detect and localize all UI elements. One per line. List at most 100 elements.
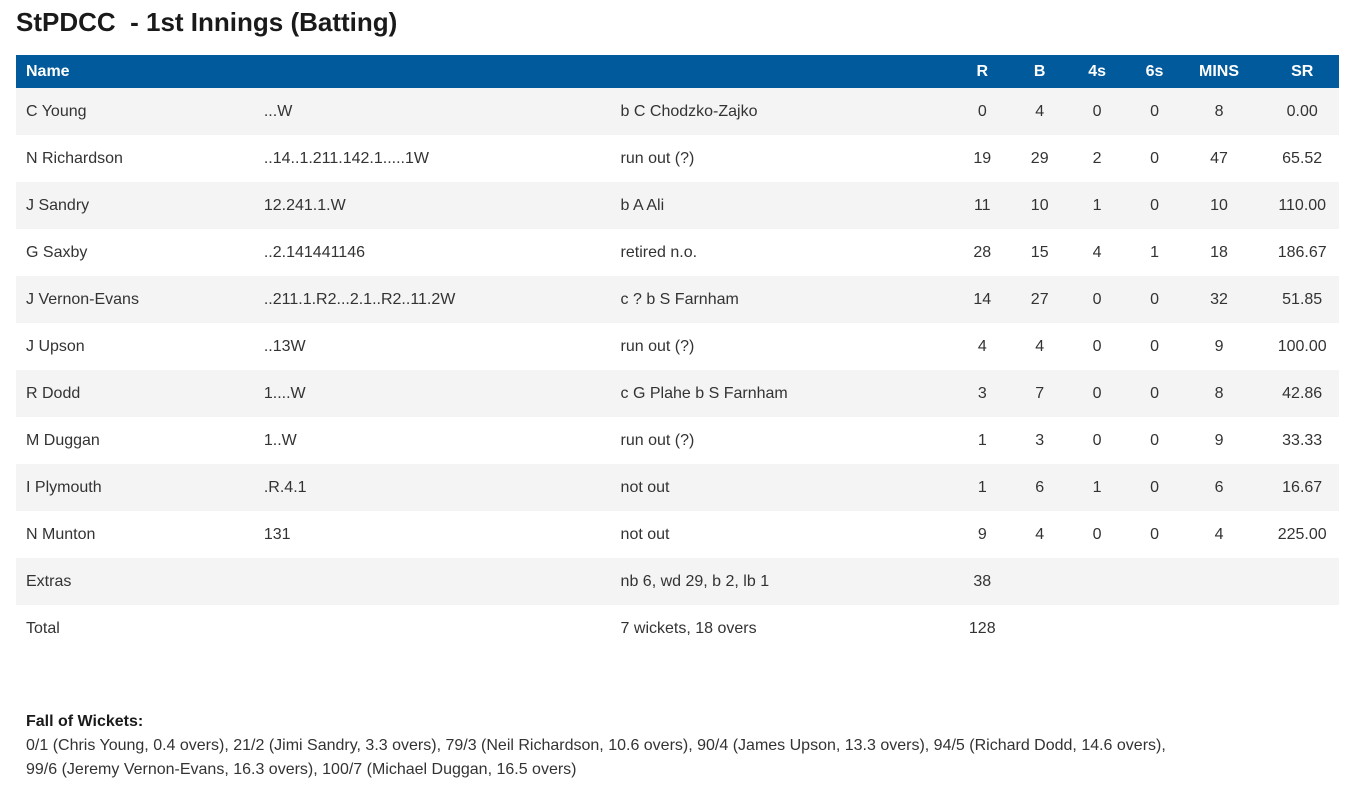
strike-rate-cell: 100.00: [1265, 323, 1339, 370]
runs-cell: 9: [942, 511, 1022, 558]
sixes-cell: 0: [1136, 511, 1173, 558]
dismissal-cell: c G Plahe b S Farnham: [620, 370, 943, 417]
balls-cell: 29: [1021, 135, 1058, 182]
table-row: J Sandry 12.241.1.W b A Ali 11 10 1 0 10 110.00: [16, 182, 1339, 229]
strike-rate-cell: 42.86: [1265, 370, 1339, 417]
batsman-name-cell: I Plymouth: [16, 464, 264, 511]
balls-cell: 4: [1021, 511, 1058, 558]
table-row: G Saxby ..2.141441146 retired n.o. 28 15 4 1 18…: [16, 229, 1339, 276]
balls-cell: 6: [1021, 464, 1058, 511]
extras-row: Extras nb 6, wd 29, b 2, lb 1 38: [16, 558, 1339, 605]
fours-cell: 4: [1057, 229, 1137, 276]
ball-by-ball-cell: 1..W: [263, 417, 621, 464]
dismissal-cell: b C Chodzko-Zajko: [620, 88, 943, 135]
dismissal-cell: c ? b S Farnham: [620, 276, 943, 323]
strike-rate-cell: 0.00: [1265, 88, 1339, 135]
dismissal-cell: not out: [620, 511, 943, 558]
table-body: C Young ...W b C Chodzko-Zajko 0 4 0 0 8 0.00 N R…: [16, 88, 1339, 558]
runs-cell: 19: [942, 135, 1022, 182]
dismissal-cell: b A Ali: [620, 182, 943, 229]
table-row: M Duggan 1..W run out (?) 1 3 0 0 9 33.33: [16, 417, 1339, 464]
batsman-name-cell: J Upson: [16, 323, 264, 370]
col-header-mins: MINS: [1172, 55, 1266, 88]
mins-cell: 47: [1172, 135, 1266, 182]
table-row: I Plymouth .R.4.1 not out 1 6 1 0 6 16.67: [16, 464, 1339, 511]
ball-by-ball-cell: 131: [263, 511, 621, 558]
batsman-name-cell: G Saxby: [16, 229, 264, 276]
runs-cell: 28: [942, 229, 1022, 276]
batsman-name-cell: N Munton: [16, 511, 264, 558]
mins-cell: 6: [1172, 464, 1266, 511]
sixes-cell: 0: [1136, 135, 1173, 182]
mins-cell: 8: [1172, 370, 1266, 417]
balls-cell: 3: [1021, 417, 1058, 464]
extras-empty: [263, 558, 621, 605]
sixes-cell: 0: [1136, 464, 1173, 511]
ball-by-ball-cell: 12.241.1.W: [263, 182, 621, 229]
sixes-cell: 0: [1136, 417, 1173, 464]
total-row: Total 7 wickets, 18 overs 128: [16, 605, 1339, 652]
total-empty: [263, 605, 621, 652]
fours-cell: 1: [1057, 182, 1137, 229]
extras-runs: 38: [942, 558, 1022, 605]
col-header-strike-rate: SR: [1265, 55, 1339, 88]
runs-cell: 0: [942, 88, 1022, 135]
extras-detail: nb 6, wd 29, b 2, lb 1: [620, 558, 943, 605]
strike-rate-cell: 225.00: [1265, 511, 1339, 558]
ball-by-ball-cell: ..211.1.R2...2.1..R2..11.2W: [263, 276, 621, 323]
mins-cell: 32: [1172, 276, 1266, 323]
balls-cell: 4: [1021, 88, 1058, 135]
balls-cell: 27: [1021, 276, 1058, 323]
table-row: N Richardson ..14..1.211.142.1.....1W run …: [16, 135, 1339, 182]
col-header-ball-by-ball: [263, 55, 621, 88]
dismissal-cell: run out (?): [620, 135, 943, 182]
sixes-cell: 1: [1136, 229, 1173, 276]
table-row: J Vernon-Evans ..211.1.R2...2.1..R2..11.2…: [16, 276, 1339, 323]
ball-by-ball-cell: 1....W: [263, 370, 621, 417]
page-title: StPDCC - 1st Innings (Batting): [16, 7, 398, 37]
col-header-dismissal: [620, 55, 943, 88]
col-header-balls: B: [1021, 55, 1058, 88]
ball-by-ball-cell: ..13W: [263, 323, 621, 370]
total-detail: 7 wickets, 18 overs: [620, 605, 943, 652]
ball-by-ball-cell: ..14..1.211.142.1.....1W: [263, 135, 621, 182]
batting-scorecard-table: Name R B 4s 6s MINS SR C Young ...W b C Ch…: [16, 55, 1339, 652]
strike-rate-cell: 65.52: [1265, 135, 1339, 182]
mins-cell: 10: [1172, 182, 1266, 229]
dismissal-cell: run out (?): [620, 323, 943, 370]
batsman-name-cell: J Vernon-Evans: [16, 276, 264, 323]
table-header-row: Name R B 4s 6s MINS SR: [16, 55, 1339, 88]
strike-rate-cell: 51.85: [1265, 276, 1339, 323]
fours-cell: 0: [1057, 417, 1137, 464]
runs-cell: 1: [942, 464, 1022, 511]
total-label: Total: [16, 605, 264, 652]
table-row: N Munton 131 not out 9 4 0 0 4 225.00: [16, 511, 1339, 558]
strike-rate-cell: 16.67: [1265, 464, 1339, 511]
mins-cell: 9: [1172, 323, 1266, 370]
runs-cell: 14: [942, 276, 1022, 323]
batsman-name-cell: N Richardson: [16, 135, 264, 182]
table-row: R Dodd 1....W c G Plahe b S Farnham 3 7 0 0 8 42…: [16, 370, 1339, 417]
balls-cell: 4: [1021, 323, 1058, 370]
ball-by-ball-cell: ..2.141441146: [263, 229, 621, 276]
fours-cell: 0: [1057, 511, 1137, 558]
sixes-cell: 0: [1136, 276, 1173, 323]
runs-cell: 1: [942, 417, 1022, 464]
mins-cell: 8: [1172, 88, 1266, 135]
fours-cell: 0: [1057, 370, 1137, 417]
fall-of-wickets-line-2: 99/6 (Jeremy Vernon-Evans, 16.3 overs), …: [26, 761, 577, 778]
fall-of-wickets: Fall of Wickets: 0/1 (Chris Young, 0.4 o…: [26, 710, 1276, 782]
col-header-name: Name: [16, 55, 264, 88]
sixes-cell: 0: [1136, 370, 1173, 417]
mins-cell: 9: [1172, 417, 1266, 464]
fours-cell: 0: [1057, 276, 1137, 323]
fours-cell: 0: [1057, 323, 1137, 370]
fall-of-wickets-title: Fall of Wickets:: [26, 713, 144, 730]
runs-cell: 11: [942, 182, 1022, 229]
runs-cell: 3: [942, 370, 1022, 417]
balls-cell: 10: [1021, 182, 1058, 229]
sixes-cell: 0: [1136, 323, 1173, 370]
col-header-sixes: 6s: [1136, 55, 1173, 88]
fall-of-wickets-line-1: 0/1 (Chris Young, 0.4 overs), 21/2 (Jimi…: [26, 737, 1166, 754]
ball-by-ball-cell: ...W: [263, 88, 621, 135]
